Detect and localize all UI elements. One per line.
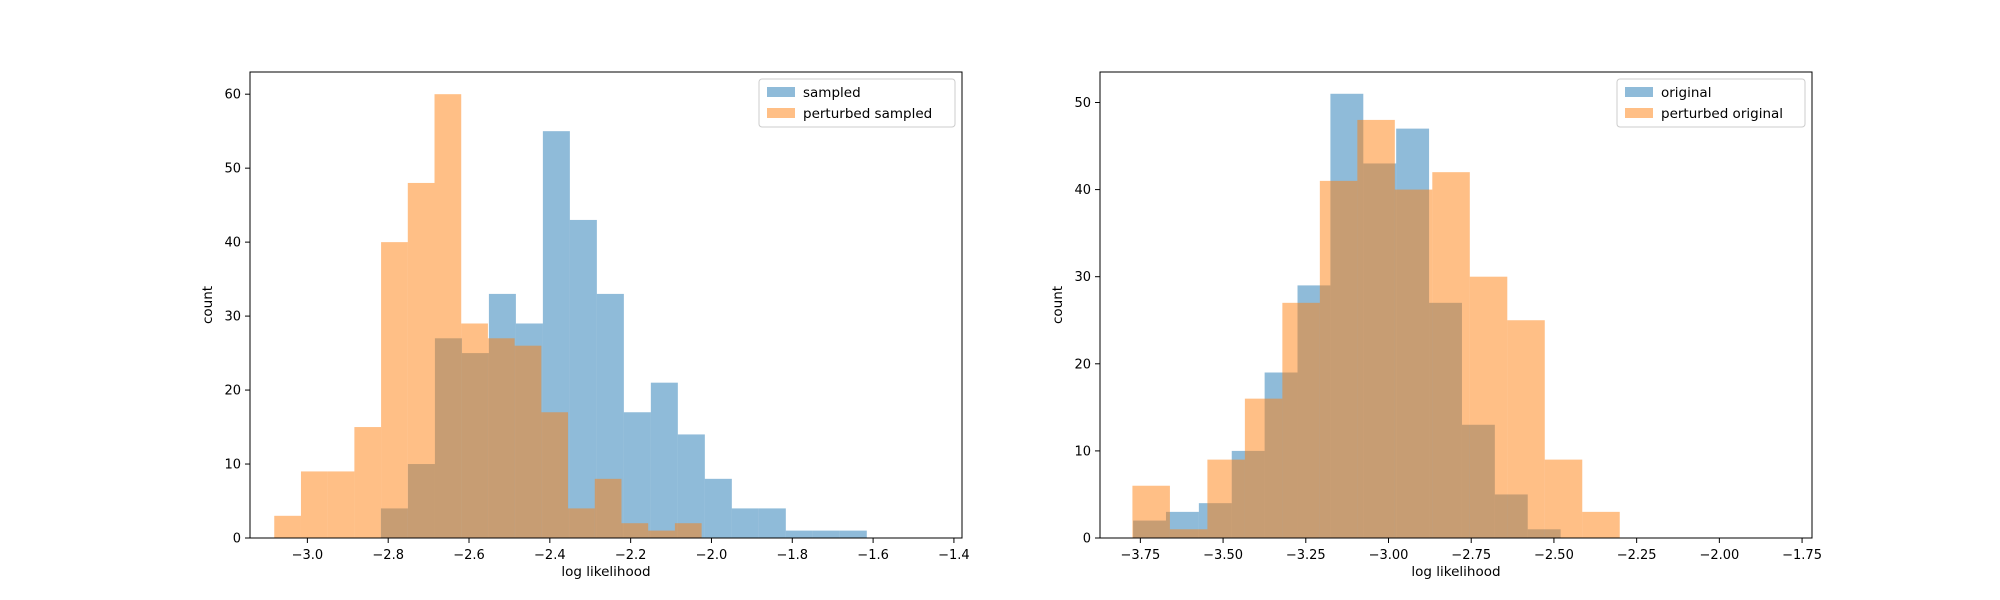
y-axis-label: count: [200, 286, 216, 324]
histogram-bar-primary: [839, 530, 867, 538]
y-tick-label: 50: [224, 162, 241, 177]
legend-swatch: [767, 87, 795, 97]
legend-entry-label: perturbed original: [1661, 106, 1783, 122]
x-tick-label: −1.8: [776, 548, 808, 563]
histogram-bar-perturbed: [1357, 119, 1395, 538]
histogram-bar-perturbed: [1244, 398, 1283, 538]
x-tick-label: −2.6: [453, 548, 485, 563]
legend-swatch: [767, 108, 795, 118]
x-tick-label: −2.2: [615, 548, 647, 563]
histogram-bar-perturbed: [1207, 459, 1245, 538]
y-tick-label: 30: [1074, 270, 1091, 285]
y-tick-label: 10: [224, 458, 241, 473]
histogram-bar-perturbed: [1319, 180, 1358, 538]
histogram-bar-perturbed: [1432, 172, 1470, 539]
legend: sampled perturbed sampled: [758, 78, 956, 128]
histogram-bar-primary: [758, 508, 786, 538]
histogram-bar-perturbed: [1132, 485, 1170, 538]
histogram-bar-perturbed: [1469, 276, 1508, 538]
histogram-bar-perturbed: [274, 515, 301, 538]
legend-box: [758, 78, 956, 128]
x-tick-label: −3.00: [1369, 548, 1409, 563]
legend-entry-label: perturbed sampled: [803, 106, 932, 122]
histogram-bar-perturbed: [674, 523, 702, 538]
histogram-bar-perturbed: [621, 523, 649, 538]
x-tick-label: −2.75: [1451, 548, 1491, 563]
legend: original perturbed original: [1616, 78, 1806, 128]
histogram-bar-primary: [650, 382, 678, 538]
x-tick-label: −3.75: [1120, 548, 1160, 563]
y-tick-label: 30: [224, 310, 241, 325]
x-tick-label: −2.4: [534, 548, 566, 563]
x-tick-label: −3.0: [292, 548, 324, 563]
legend-entry-label: sampled: [803, 85, 861, 101]
y-tick-label: 50: [1074, 96, 1091, 111]
y-tick-label: 0: [1083, 532, 1091, 547]
x-tick-label: −1.4: [938, 548, 970, 563]
axes-frame: [249, 71, 963, 539]
x-axis-label: log likelihood: [561, 564, 650, 580]
y-tick-label: 60: [224, 88, 241, 103]
histogram-bar-perturbed: [1507, 320, 1545, 538]
histogram-bar-primary: [569, 219, 597, 538]
x-tick-label: −2.50: [1534, 548, 1574, 563]
histogram-bar-perturbed: [514, 345, 542, 538]
y-tick-label: 20: [224, 384, 241, 399]
histogram-bar-perturbed: [354, 427, 382, 538]
histogram-bar-perturbed: [594, 478, 622, 538]
histogram-bar-primary: [812, 530, 840, 538]
histogram-bar-perturbed: [487, 338, 515, 538]
x-tick-label: −2.25: [1617, 548, 1657, 563]
histogram-bar-perturbed: [1169, 529, 1208, 538]
legend-entry-label: original: [1661, 85, 1711, 101]
y-axis-label: count: [1050, 286, 1066, 324]
x-tick-label: −2.0: [696, 548, 728, 563]
histogram-bar-perturbed: [568, 508, 595, 538]
histogram-bar-perturbed: [1544, 459, 1583, 538]
x-tick-label: −1.75: [1782, 548, 1822, 563]
x-tick-label: −2.8: [372, 548, 404, 563]
y-tick-label: 20: [1074, 357, 1091, 372]
legend-swatch: [1625, 87, 1653, 97]
histogram-bar-perturbed: [381, 242, 408, 538]
legend-box: [1616, 78, 1806, 128]
legend-swatch: [1625, 108, 1653, 118]
histogram-bar-primary: [785, 530, 813, 538]
x-tick-label: −3.50: [1203, 548, 1243, 563]
histogram-bar-perturbed: [541, 412, 569, 538]
histogram-bar-perturbed: [1282, 302, 1320, 538]
histogram-bar-primary: [677, 434, 705, 538]
histogram-bar-perturbed: [434, 94, 462, 538]
histogram-bar-perturbed: [300, 471, 328, 538]
x-tick-label: −1.6: [857, 548, 889, 563]
histogram-bar-perturbed: [407, 182, 435, 538]
histogram-bar-perturbed: [648, 530, 675, 538]
histogram-bar-perturbed: [1394, 189, 1433, 538]
x-axis-label: log likelihood: [1411, 564, 1500, 580]
x-tick-label: −3.25: [1286, 548, 1326, 563]
y-tick-label: 40: [1074, 183, 1091, 198]
y-tick-label: 0: [233, 532, 241, 547]
histogram-bar-primary: [704, 478, 732, 538]
right-histogram-panel: −3.75 −3.50 −3.25 −3.00 −2.75 −2.50 −2.25 −2.00…: [1050, 71, 1822, 580]
y-tick-label: 10: [1074, 444, 1091, 459]
left-histogram-panel: −3.0 −2.8 −2.6 −2.4 −2.2 −2.0 −1.8 −1.6 −1.4 0 10 2…: [200, 71, 970, 580]
histogram-bar-perturbed: [1582, 511, 1620, 538]
x-tick-label: −2.00: [1699, 548, 1739, 563]
histogram-bar-perturbed: [461, 323, 488, 538]
y-tick-label: 40: [224, 236, 241, 251]
histogram-bar-perturbed: [327, 471, 355, 538]
histogram-bar-primary: [731, 508, 759, 538]
axes-frame: [1099, 71, 1813, 539]
histogram-bar-primary: [623, 412, 651, 538]
